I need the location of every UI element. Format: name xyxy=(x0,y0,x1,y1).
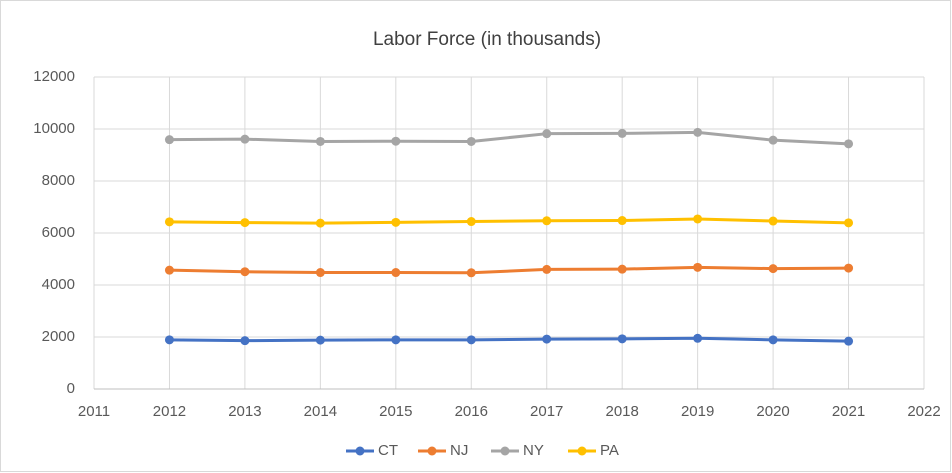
data-point xyxy=(164,135,174,145)
data-point xyxy=(240,134,250,144)
y-tick-label: 4000 xyxy=(42,276,75,293)
legend-marker xyxy=(427,446,437,456)
data-point xyxy=(617,128,627,138)
y-tick-label: 12000 xyxy=(33,68,75,85)
data-point xyxy=(542,216,552,226)
data-point xyxy=(768,264,778,274)
x-tick-label: 2014 xyxy=(304,403,337,420)
x-tick-label: 2019 xyxy=(681,403,714,420)
data-point xyxy=(240,218,250,228)
data-point xyxy=(240,336,250,346)
x-tick-label: 2021 xyxy=(832,403,865,420)
legend-marker xyxy=(500,446,510,456)
y-tick-label: 8000 xyxy=(42,172,75,189)
x-tick-label: 2015 xyxy=(379,403,412,420)
data-point xyxy=(466,268,476,278)
legend-label: CT xyxy=(378,442,398,459)
data-point xyxy=(693,333,703,343)
series-line xyxy=(169,265,849,275)
legend-label: PA xyxy=(600,442,619,459)
data-point xyxy=(164,335,174,345)
data-point xyxy=(240,267,250,277)
data-point xyxy=(542,334,552,344)
y-tick-label: 10000 xyxy=(33,120,75,137)
y-tick-label: 0 xyxy=(67,380,75,397)
data-point xyxy=(542,129,552,139)
data-point xyxy=(768,216,778,226)
legend-marker xyxy=(355,446,365,456)
data-point xyxy=(844,263,854,273)
legend-marker xyxy=(577,446,587,456)
data-point xyxy=(844,336,854,346)
data-point xyxy=(768,135,778,145)
x-tick-label: 2012 xyxy=(153,403,186,420)
chart-title: Labor Force (in thousands) xyxy=(373,29,601,50)
data-point xyxy=(466,136,476,146)
data-point xyxy=(391,217,401,227)
legend-label: NJ xyxy=(450,442,468,459)
x-tick-label: 2020 xyxy=(756,403,789,420)
x-tick-label: 2013 xyxy=(228,403,261,420)
series-line xyxy=(169,217,849,225)
x-tick-label: 2022 xyxy=(907,403,940,420)
data-point xyxy=(693,127,703,137)
data-point xyxy=(315,218,325,228)
legend-label: NY xyxy=(523,442,544,459)
data-point xyxy=(315,268,325,278)
data-point xyxy=(315,136,325,146)
data-point xyxy=(391,136,401,146)
x-tick-label: 2018 xyxy=(605,403,638,420)
x-tick-label: 2017 xyxy=(530,403,563,420)
series-line xyxy=(169,130,849,146)
data-point xyxy=(164,265,174,275)
data-point xyxy=(617,334,627,344)
x-tick-label: 2016 xyxy=(455,403,488,420)
data-point xyxy=(693,214,703,224)
data-point xyxy=(391,335,401,345)
data-point xyxy=(693,262,703,272)
data-point xyxy=(542,264,552,274)
data-point xyxy=(315,335,325,345)
data-point xyxy=(617,216,627,226)
data-point xyxy=(768,335,778,345)
data-point xyxy=(844,139,854,149)
y-tick-label: 6000 xyxy=(42,224,75,241)
data-point xyxy=(466,335,476,345)
series-line xyxy=(169,336,849,343)
data-point xyxy=(466,217,476,227)
data-point xyxy=(391,268,401,278)
data-point xyxy=(617,264,627,274)
y-tick-label: 2000 xyxy=(42,328,75,345)
data-point xyxy=(844,218,854,228)
x-tick-label: 2011 xyxy=(78,403,110,420)
data-point xyxy=(164,217,174,227)
